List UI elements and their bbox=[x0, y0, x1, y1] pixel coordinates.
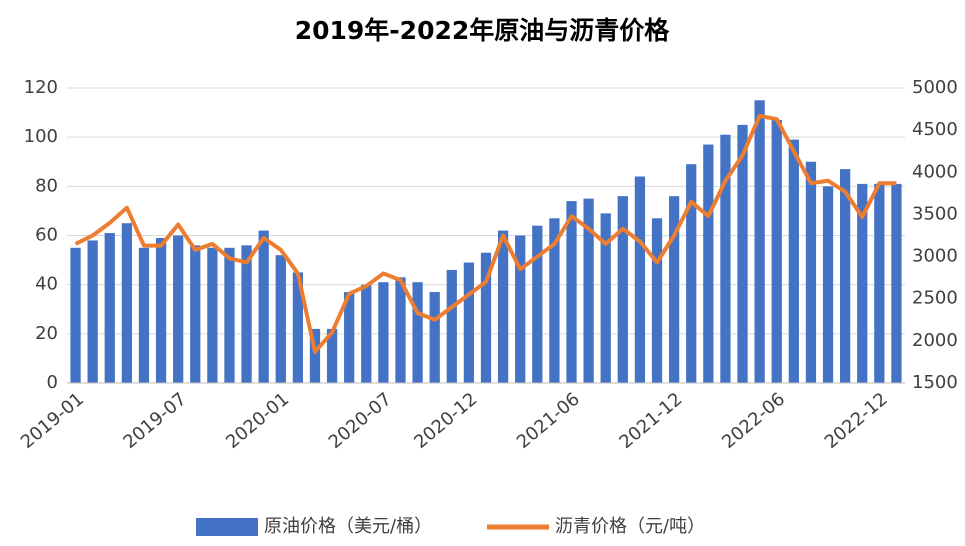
y-tick-label: 100 bbox=[24, 126, 58, 147]
bar bbox=[634, 176, 646, 383]
bar bbox=[515, 235, 526, 383]
y2-tick-label: 5000 bbox=[912, 77, 958, 98]
bar bbox=[70, 247, 81, 383]
legend-label: 原油价格（美元/桶） bbox=[264, 516, 432, 537]
bar bbox=[857, 183, 868, 383]
x-tick-label: 2021-12 bbox=[615, 389, 686, 453]
x-tick-label: 2019-07 bbox=[119, 389, 190, 453]
y-tick-label: 20 bbox=[35, 323, 58, 344]
y2-tick-label: 3000 bbox=[912, 246, 958, 267]
bar bbox=[446, 269, 457, 383]
bar bbox=[361, 284, 372, 383]
bar bbox=[395, 277, 406, 383]
bar bbox=[549, 218, 560, 383]
bar bbox=[258, 230, 269, 383]
bar bbox=[121, 223, 132, 383]
bar bbox=[805, 161, 817, 383]
y-tick-label: 40 bbox=[35, 274, 58, 295]
x-tick-label: 2020-12 bbox=[410, 389, 481, 453]
y2-tick-label: 4000 bbox=[912, 161, 958, 182]
x-tick-label: 2020-01 bbox=[222, 389, 293, 453]
y2-tick-label: 2500 bbox=[912, 288, 958, 309]
bar bbox=[480, 252, 492, 383]
bar bbox=[600, 213, 611, 383]
bar bbox=[429, 292, 440, 383]
bar bbox=[207, 247, 218, 383]
x-tick-label: 2022-12 bbox=[821, 389, 892, 453]
bar bbox=[840, 169, 851, 383]
bar bbox=[412, 282, 423, 383]
bar bbox=[617, 196, 628, 383]
y2-tick-label: 2000 bbox=[912, 330, 958, 351]
chart-title: 2019年-2022年原油与沥青价格 bbox=[295, 16, 671, 45]
legend-label: 沥青价格（元/吨） bbox=[555, 516, 705, 537]
bar bbox=[891, 183, 902, 383]
bar bbox=[173, 235, 184, 383]
bar bbox=[651, 218, 663, 383]
bar bbox=[326, 328, 338, 383]
legend-swatch bbox=[196, 518, 258, 536]
bar bbox=[720, 134, 731, 383]
bar bbox=[344, 292, 355, 383]
y2-tick-label: 3500 bbox=[912, 203, 958, 224]
bar bbox=[138, 247, 150, 383]
bar bbox=[737, 124, 748, 383]
bar bbox=[583, 198, 594, 383]
bar bbox=[703, 144, 714, 383]
bar bbox=[309, 328, 321, 383]
y2-tick-label: 4500 bbox=[912, 119, 958, 140]
bar bbox=[463, 262, 475, 383]
bar bbox=[224, 247, 235, 383]
y-tick-label: 0 bbox=[47, 372, 58, 393]
bar bbox=[874, 183, 885, 383]
y-tick-label: 60 bbox=[35, 225, 58, 246]
y2-tick-label: 1500 bbox=[912, 372, 958, 393]
bar bbox=[566, 201, 577, 383]
bar bbox=[754, 100, 765, 384]
bar bbox=[771, 119, 782, 383]
y-tick-label: 120 bbox=[24, 77, 58, 98]
bar bbox=[275, 255, 286, 383]
bar bbox=[668, 196, 680, 383]
bar bbox=[822, 186, 834, 383]
bar bbox=[87, 240, 98, 383]
x-tick-label: 2021-06 bbox=[513, 389, 584, 453]
bar bbox=[686, 164, 697, 383]
bar bbox=[788, 139, 799, 383]
bar bbox=[104, 233, 115, 383]
bar bbox=[155, 237, 167, 383]
bar bbox=[497, 230, 509, 383]
line bbox=[74, 113, 897, 354]
bar bbox=[532, 225, 543, 383]
bar bbox=[190, 245, 201, 383]
y-tick-label: 80 bbox=[35, 175, 58, 196]
bar bbox=[378, 282, 389, 383]
bar bbox=[241, 245, 252, 383]
x-tick-label: 2019-01 bbox=[17, 389, 88, 453]
x-tick-label: 2022-06 bbox=[718, 389, 789, 453]
x-tick-label: 2020-07 bbox=[325, 389, 396, 453]
bar bbox=[292, 272, 304, 383]
